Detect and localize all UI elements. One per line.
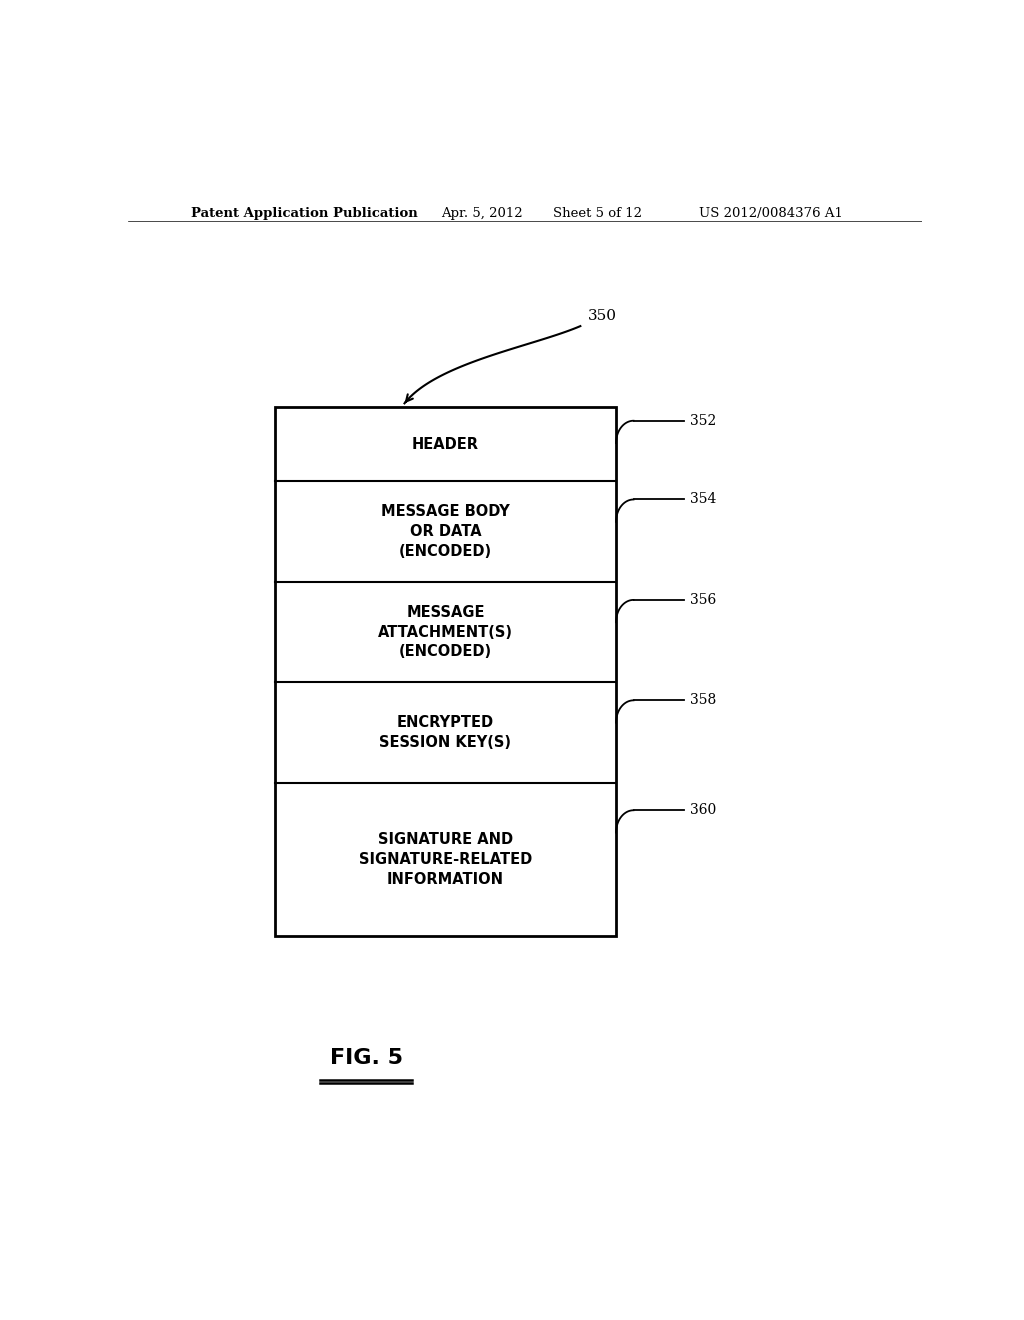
Text: 360: 360	[690, 804, 716, 817]
Text: 354: 354	[690, 492, 716, 507]
Text: 358: 358	[690, 693, 716, 708]
Text: ENCRYPTED
SESSION KEY(S): ENCRYPTED SESSION KEY(S)	[380, 715, 511, 750]
Text: MESSAGE BODY
OR DATA
(ENCODED): MESSAGE BODY OR DATA (ENCODED)	[381, 504, 510, 558]
Text: Apr. 5, 2012: Apr. 5, 2012	[441, 207, 523, 220]
Text: SIGNATURE AND
SIGNATURE-RELATED
INFORMATION: SIGNATURE AND SIGNATURE-RELATED INFORMAT…	[358, 832, 532, 887]
Text: 356: 356	[690, 593, 716, 607]
Text: Sheet 5 of 12: Sheet 5 of 12	[553, 207, 642, 220]
Text: HEADER: HEADER	[412, 437, 479, 451]
Text: 350: 350	[588, 309, 617, 323]
Text: 352: 352	[690, 413, 716, 428]
Text: MESSAGE
ATTACHMENT(S)
(ENCODED): MESSAGE ATTACHMENT(S) (ENCODED)	[378, 605, 513, 660]
Text: Patent Application Publication: Patent Application Publication	[191, 207, 418, 220]
Text: US 2012/0084376 A1: US 2012/0084376 A1	[699, 207, 844, 220]
Bar	[274, 408, 616, 936]
Text: FIG. 5: FIG. 5	[330, 1048, 402, 1068]
